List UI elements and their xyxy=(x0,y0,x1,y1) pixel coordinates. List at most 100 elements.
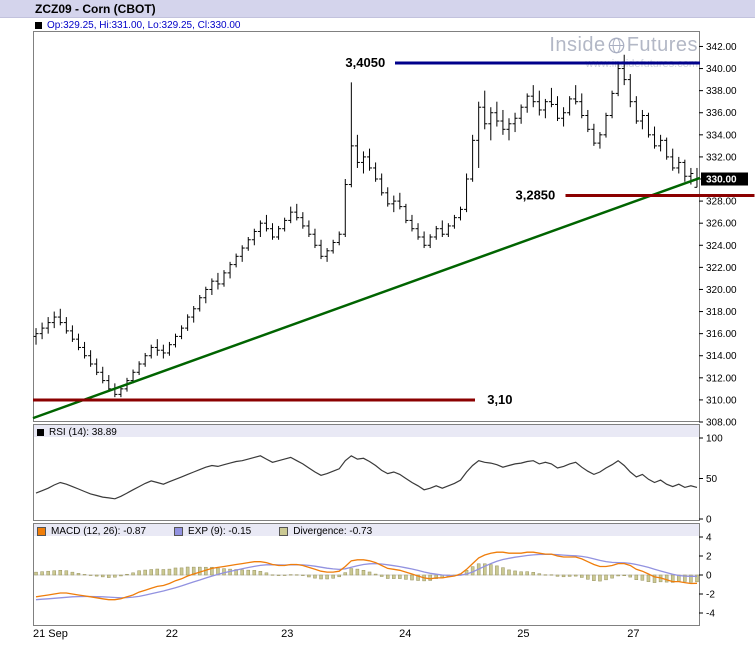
divergence-bar xyxy=(525,571,529,576)
ohlc-bar xyxy=(403,203,409,224)
y-axis-label: 326.00 xyxy=(706,219,737,230)
last-price-label: 330.00 xyxy=(706,175,737,186)
ohlc-bar xyxy=(227,261,233,279)
divergence-bar xyxy=(398,574,402,579)
x-axis-label: 27 xyxy=(627,628,640,640)
divergence-bar xyxy=(361,570,366,576)
divergence-bar xyxy=(622,574,626,577)
rsi-line xyxy=(35,455,698,500)
divergence-bar xyxy=(482,563,487,576)
y-axis-label: 340.00 xyxy=(706,64,737,75)
divergence-bar xyxy=(222,568,226,576)
divergence-bar xyxy=(343,572,348,576)
divergence-bar xyxy=(404,574,408,580)
ohlc-bar xyxy=(609,90,615,119)
legend-item-macd: MACD (12, 26): -0.87 xyxy=(37,526,146,537)
divergence-bar xyxy=(670,574,675,583)
divergence-bar xyxy=(113,574,117,578)
ohlc-bar xyxy=(615,63,621,97)
ohlc-bar xyxy=(597,132,603,149)
divergence-bar xyxy=(125,573,129,576)
ohlc-bar xyxy=(312,228,318,249)
divergence-bar xyxy=(664,574,669,583)
ohlc-bar xyxy=(652,126,658,149)
divergence-bar xyxy=(537,573,542,576)
x-axis-label: 21 Sep xyxy=(33,628,68,640)
ohlc-bar xyxy=(591,123,597,146)
divergence-bar xyxy=(373,573,378,576)
macd-legend-label: MACD (12, 26): -0.87 xyxy=(51,526,147,537)
ohlc-bar xyxy=(506,118,512,141)
ohlc-bar xyxy=(664,137,670,160)
ohlc-bar xyxy=(160,344,166,359)
ohlc-bar xyxy=(354,134,360,168)
ohlc-bar xyxy=(512,112,518,133)
divergence-bar xyxy=(58,570,63,576)
divergence-bar xyxy=(40,571,44,576)
divergence-bar xyxy=(410,574,414,581)
ohlc-bar xyxy=(476,101,482,168)
rsi-chart: 100 50 0 xyxy=(33,424,723,526)
divergence-bar xyxy=(549,574,554,576)
level-label: 3,10 xyxy=(487,392,512,407)
ohlc-bar xyxy=(263,214,269,232)
ohlc-bar xyxy=(215,272,221,290)
ohlc-bar xyxy=(682,159,688,182)
divergence-bar xyxy=(319,574,323,580)
y-axis-label: 336.00 xyxy=(706,108,737,119)
y-axis-label: 312.00 xyxy=(706,373,737,384)
rsi-axis-label: 50 xyxy=(706,474,718,485)
ohlc-bar xyxy=(239,245,245,262)
ohlc-bar xyxy=(518,104,524,124)
divergence-bar xyxy=(155,568,160,576)
y-axis-label: 316.00 xyxy=(706,329,737,340)
divergence-bar xyxy=(604,574,608,581)
divergence-bar xyxy=(501,567,505,576)
level-label: 3,4050 xyxy=(345,55,385,70)
ohlc-bar xyxy=(336,231,342,246)
divergence-bar xyxy=(307,574,311,578)
ohlc-bar xyxy=(306,220,312,237)
globe-icon xyxy=(608,37,625,54)
divergence-bar xyxy=(592,574,596,581)
ohlc-bar xyxy=(542,98,548,119)
divergence-bar xyxy=(179,567,184,576)
legend-item-exp: EXP (9): -0.15 xyxy=(174,526,251,537)
rsi-label: RSI (14): 38.89 xyxy=(49,427,117,438)
divergence-bar xyxy=(580,574,584,578)
rsi-header: RSI (14): 38.89 xyxy=(37,427,117,438)
watermark-brand-left: Inside xyxy=(549,34,606,56)
ohlc-bar xyxy=(658,134,664,152)
ohlc-bar xyxy=(233,253,239,268)
divergence-bar xyxy=(507,569,511,576)
divergence-bar xyxy=(52,570,56,576)
y-axis-label: 320.00 xyxy=(706,285,737,296)
macd-chart: 4 2 0 -2 -4 xyxy=(33,523,715,626)
ohlc-bar xyxy=(63,317,69,334)
divergence-bar xyxy=(586,574,590,580)
ohlc-bar xyxy=(288,206,294,224)
divergence-bar xyxy=(82,574,87,576)
ohlc-bar xyxy=(148,344,154,359)
divergence-bar xyxy=(167,568,172,576)
divergence-bar xyxy=(464,570,469,576)
macd-axis-label: 2 xyxy=(706,552,712,563)
divergence-bar xyxy=(185,566,190,576)
last-price-box xyxy=(701,172,748,186)
price-plot-border xyxy=(33,31,700,422)
x-axis: 21 Sep 22 23 24 25 27 xyxy=(33,628,700,643)
divergence-bar xyxy=(137,570,141,576)
divergence-bar xyxy=(258,571,263,576)
divergence-bar xyxy=(392,574,396,579)
macd-axis-label: -2 xyxy=(706,590,715,601)
price-chart: 342.00 340.00 338.00 336.00 334.00 332.00 330.… xyxy=(32,31,755,429)
divergence-bar xyxy=(88,574,93,576)
ohlc-bar xyxy=(360,151,366,174)
ohlc-bar xyxy=(348,82,354,188)
y-axis-label: 310.00 xyxy=(706,395,737,406)
divergence-bar xyxy=(288,574,293,576)
ohlc-bar xyxy=(579,93,585,119)
rsi-header-strip xyxy=(34,425,699,437)
ohlc-bar xyxy=(172,333,178,348)
divergence-bar xyxy=(367,571,372,576)
